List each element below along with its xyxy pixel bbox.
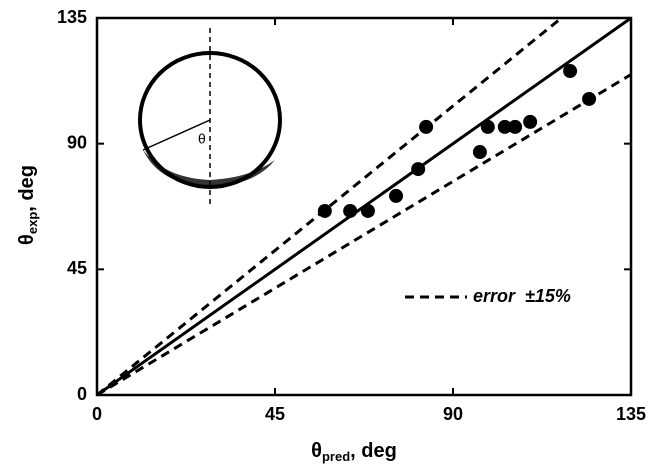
data-point	[472, 145, 487, 160]
y-tick-label: 90	[67, 132, 87, 152]
data-point	[360, 203, 375, 218]
axis-subscript: exp	[25, 212, 40, 234]
inset-label: θ	[198, 131, 206, 147]
x-tick-label: 45	[265, 404, 285, 424]
y-tick-label: 0	[77, 384, 87, 404]
data-point	[411, 162, 426, 177]
x-tick-label: 0	[92, 404, 102, 424]
plot-frame	[95, 16, 633, 397]
data-point	[419, 119, 434, 134]
y-tick-label: 45	[67, 258, 87, 278]
data-point	[523, 114, 538, 129]
data-point	[343, 203, 358, 218]
inset-diagram: θ	[138, 28, 282, 205]
inset-radius	[142, 119, 211, 151]
axis-unit: , deg	[16, 165, 38, 212]
axis-subscript: pred	[322, 449, 350, 464]
data-point	[563, 64, 578, 79]
data-point	[582, 91, 597, 106]
data-point	[497, 119, 512, 134]
data-point	[508, 119, 523, 134]
axis-symbol: θ	[16, 234, 38, 245]
x-label: θpred, deg	[311, 440, 397, 464]
fit-line	[97, 73, 631, 395]
y-label: θexp, deg	[16, 165, 40, 245]
data-point	[317, 203, 332, 218]
x-tick-label: 135	[616, 404, 646, 424]
fit-line	[97, 18, 563, 395]
data-point	[389, 188, 404, 203]
x-tick-label: 90	[443, 404, 463, 424]
axis-symbol: θ	[311, 440, 322, 462]
axis-unit: , deg	[350, 440, 397, 462]
legend-label: error ±15%	[473, 286, 571, 306]
y-tick-label: 135	[57, 7, 87, 27]
data-point	[480, 119, 495, 134]
inset-circle	[138, 51, 282, 189]
